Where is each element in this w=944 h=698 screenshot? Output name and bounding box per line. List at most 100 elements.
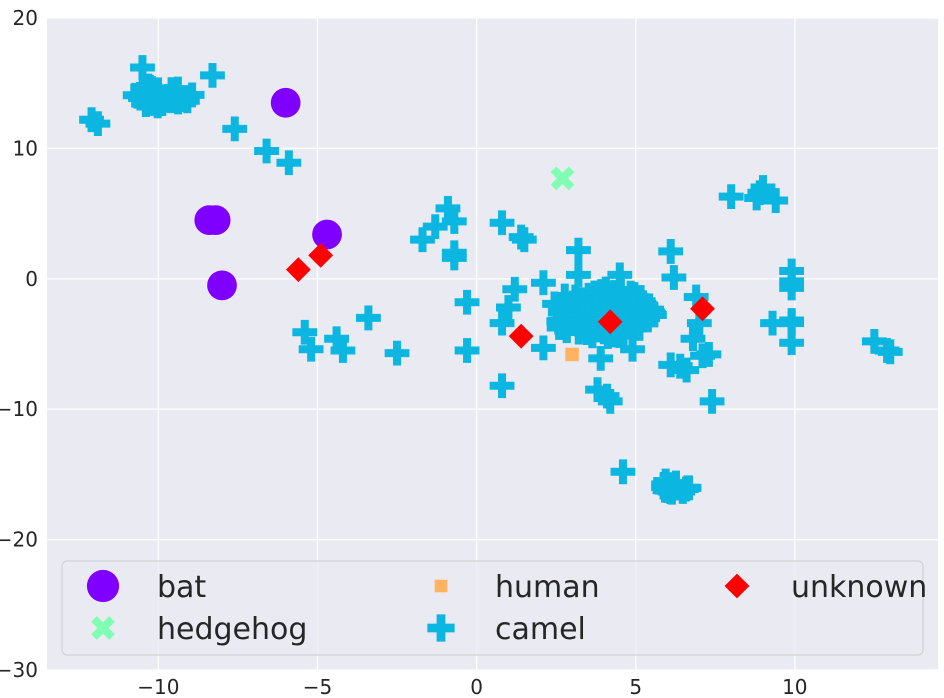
series-bat xyxy=(194,87,342,301)
unknown-point xyxy=(597,309,623,335)
camel-point xyxy=(779,330,805,356)
camel-point xyxy=(489,373,515,399)
legend-marker-camel xyxy=(427,614,455,642)
camel-point xyxy=(588,345,614,371)
camel-point xyxy=(630,290,656,316)
x-tick-label: 5 xyxy=(629,675,642,698)
camel-point xyxy=(85,111,111,137)
bat-point xyxy=(270,87,301,118)
unknown-point xyxy=(308,242,334,268)
camel-point xyxy=(779,275,805,301)
camel-point xyxy=(569,300,595,326)
camel-point xyxy=(598,281,624,307)
x-tick-label: 10 xyxy=(782,675,807,698)
legend-marker-hedgehog-shape xyxy=(91,616,115,640)
legend-marker-hedgehog xyxy=(91,616,115,640)
y-tick-label: −20 xyxy=(0,528,38,552)
camel-point xyxy=(330,338,356,363)
legend-box xyxy=(61,560,924,656)
camel-point xyxy=(454,289,480,315)
camel-point xyxy=(496,295,521,320)
bat-point xyxy=(207,270,237,301)
camel-point xyxy=(623,300,649,326)
hedgehog-point-shape xyxy=(550,166,575,191)
camel-point xyxy=(489,310,515,336)
legend: bat hedgehog human camel unknown xyxy=(61,560,927,656)
data-points xyxy=(79,55,903,505)
camel-point xyxy=(610,459,636,485)
camel-point xyxy=(566,316,592,342)
camel-point xyxy=(133,86,158,111)
series-hedgehog xyxy=(550,166,575,191)
legend-label-bat: bat xyxy=(157,570,206,605)
x-tick-label: −10 xyxy=(137,675,179,698)
camel-point xyxy=(546,308,572,334)
camel-point xyxy=(618,280,644,306)
camel-point xyxy=(635,305,661,331)
camel-point xyxy=(585,377,610,403)
y-tick-label: −10 xyxy=(0,397,38,421)
camel-point xyxy=(861,328,887,354)
camel-point xyxy=(779,308,805,333)
camel-point xyxy=(531,335,556,361)
camel-point xyxy=(276,150,302,176)
camel-point xyxy=(441,209,467,234)
camel-point xyxy=(699,388,725,414)
camel-point xyxy=(298,336,324,362)
camel-point xyxy=(763,188,789,213)
camel-point xyxy=(410,227,435,253)
legend-label-hedgehog: hedgehog xyxy=(157,612,307,647)
x-tick-label: 0 xyxy=(470,675,483,698)
legend-label-human: human xyxy=(495,570,600,605)
camel-point xyxy=(718,184,744,210)
camel-point xyxy=(139,76,165,101)
camel-point xyxy=(574,296,600,322)
y-tick-label: 10 xyxy=(13,136,38,160)
camel-point xyxy=(566,262,591,288)
camel-point xyxy=(292,319,318,345)
series-human xyxy=(565,347,579,362)
camel-point xyxy=(422,214,448,240)
camel-point xyxy=(592,300,618,326)
y-tick-label: 20 xyxy=(13,6,38,30)
hedgehog-point xyxy=(550,166,575,191)
camel-point xyxy=(658,239,684,264)
camel-point xyxy=(324,326,349,352)
camel-point xyxy=(597,388,623,414)
camel-point xyxy=(607,262,633,288)
camel-point xyxy=(489,210,515,236)
camel-point xyxy=(877,339,903,365)
camel-point xyxy=(355,305,381,331)
camel-point xyxy=(579,323,605,349)
unknown-point xyxy=(508,323,534,349)
camel-point xyxy=(542,291,567,317)
y-tick-label: 0 xyxy=(25,267,38,291)
camel-point xyxy=(593,276,619,302)
legend-marker-human xyxy=(434,579,448,593)
camel-point xyxy=(384,340,410,366)
camel-point xyxy=(686,310,712,336)
camel-point xyxy=(760,310,785,336)
series-unknown xyxy=(285,242,715,349)
camel-point xyxy=(596,321,622,347)
camel-point xyxy=(620,336,645,362)
unknown-point xyxy=(285,257,311,283)
camel-point xyxy=(254,138,279,164)
camel-point xyxy=(441,245,467,271)
camel-point xyxy=(222,116,248,142)
legend-label-unknown: unknown xyxy=(791,570,927,605)
bat-point xyxy=(200,205,231,235)
camel-point xyxy=(651,474,676,500)
bat-point xyxy=(312,219,342,250)
camel-point xyxy=(661,265,687,290)
camel-point xyxy=(680,326,706,352)
camel-point xyxy=(696,342,722,367)
grid xyxy=(47,17,938,671)
x-tick-label: −5 xyxy=(303,675,332,698)
unknown-point xyxy=(690,296,715,322)
camel-point xyxy=(683,284,709,310)
human-point xyxy=(565,347,579,362)
camel-point xyxy=(673,476,699,502)
